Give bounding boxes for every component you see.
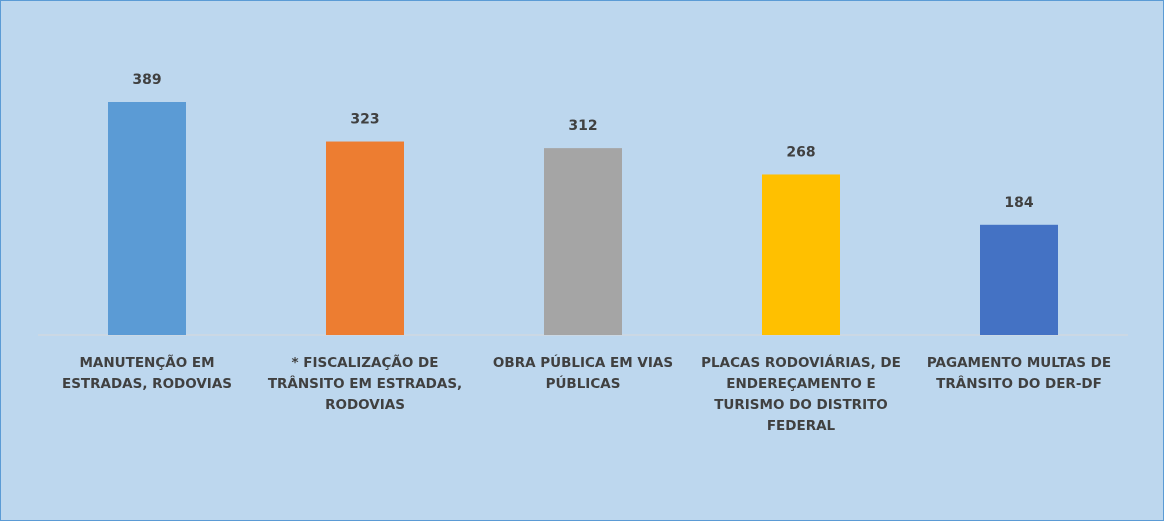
x-tick-label: OBRA PÚBLICA EM VIAS PÚBLICAS [492, 355, 674, 392]
x-tick-label: PAGAMENTO MULTAS DE TRÂNSITO DO DER-DF [926, 355, 1112, 392]
bar [108, 102, 186, 335]
x-tick-label: PLACAS RODOVIÁRIAS, DE ENDEREÇAMENTO E T… [701, 355, 901, 434]
bar [980, 224, 1058, 335]
x-tick-label: * FISCALIZAÇÃO DE TRÂNSITO EM ESTRADAS, … [267, 355, 463, 413]
data-label: 389 [132, 72, 161, 88]
bar [326, 141, 404, 335]
bar [762, 174, 840, 335]
x-tick-label: MANUTENÇÃO EM ESTRADAS, RODOVIAS [61, 355, 233, 392]
data-label: 184 [1004, 195, 1033, 211]
data-label: 268 [786, 144, 815, 160]
data-label: 323 [350, 112, 379, 128]
data-label: 312 [568, 118, 597, 134]
bar [544, 148, 622, 335]
